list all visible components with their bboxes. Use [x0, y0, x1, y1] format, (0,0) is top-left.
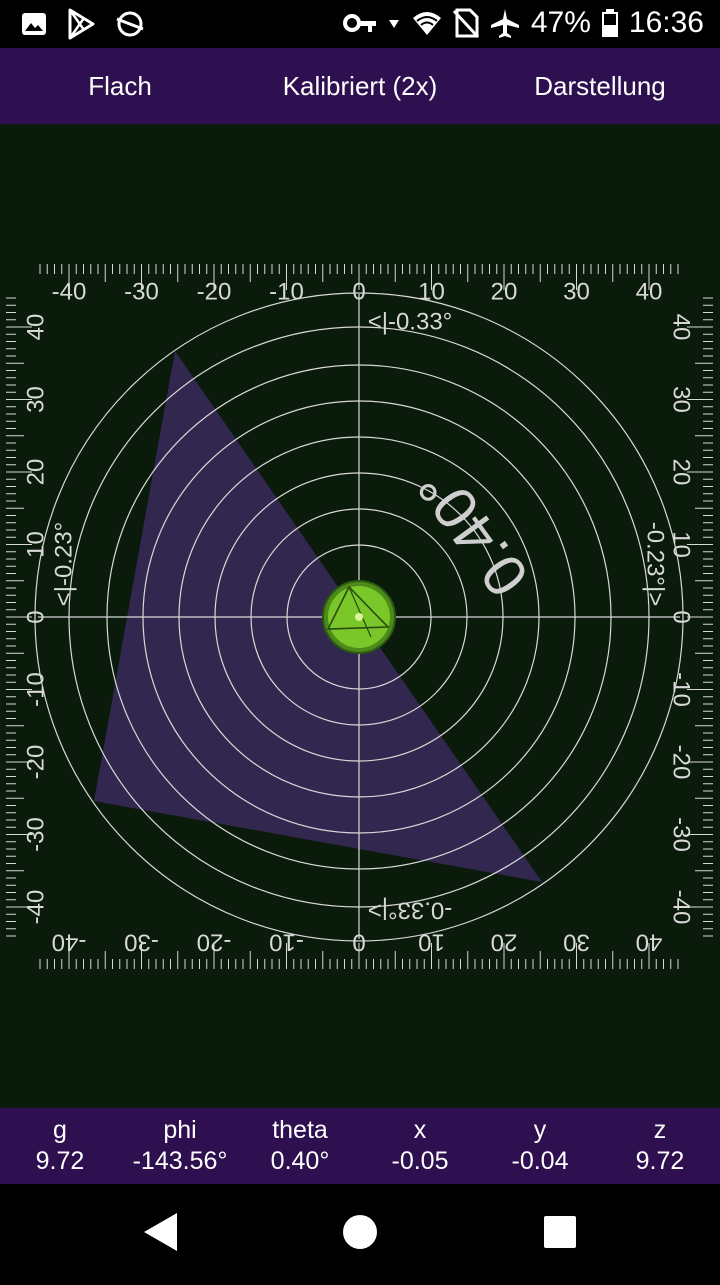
clock: 16:36: [628, 6, 704, 39]
top-toolbar: Flach Kalibriert (2x) Darstellung: [0, 48, 720, 124]
info-phi-label: phi: [163, 1116, 197, 1144]
tick-label-right: 10: [668, 531, 695, 558]
tick-label-bottom: 10: [418, 929, 445, 956]
info-x: x -0.05: [360, 1108, 480, 1184]
flat-button[interactable]: Flach: [88, 70, 152, 101]
tick-label-left: -10: [23, 672, 50, 707]
tick-label-right: 0: [668, 610, 695, 623]
play-store-icon: [68, 8, 95, 40]
info-g: g 9.72: [0, 1108, 120, 1184]
info-x-value: -0.05: [391, 1147, 449, 1175]
tick-label-right: 20: [668, 459, 695, 486]
tick-label-top: -40: [52, 279, 87, 306]
tick-label-left: 0: [23, 610, 50, 623]
info-z-value: 9.72: [635, 1147, 685, 1175]
battery-percent: 47%: [530, 6, 591, 39]
tick-label-left: 40: [23, 314, 50, 341]
level-ring: [34, 292, 684, 942]
tick-label-bottom: -20: [197, 929, 232, 956]
info-theta-label: theta: [272, 1116, 328, 1144]
bubble-line: [348, 586, 372, 638]
info-theta: theta 0.40°: [240, 1108, 360, 1184]
info-g-label: g: [53, 1116, 67, 1144]
tick-label-top: 20: [491, 279, 518, 306]
back-icon[interactable]: [144, 1213, 177, 1251]
info-y: y -0.04: [480, 1108, 600, 1184]
tick-label-top: -10: [269, 279, 304, 306]
level-view[interactable]: -40 -40 -30 -30 -20 -20 -10 -10 0 0 10 10 20 20 30 30 40…: [0, 124, 720, 1108]
info-x-label: x: [413, 1116, 427, 1144]
tick-label-top: 40: [636, 279, 663, 306]
tick-label-right: 40: [668, 314, 695, 341]
tick-label-top: -20: [197, 279, 232, 306]
tick-label-bottom: 0: [352, 929, 365, 956]
battery-icon: [601, 9, 618, 37]
tick-label-left: -20: [23, 745, 50, 780]
status-bar: 47% 16:36: [0, 0, 720, 48]
view-button[interactable]: Darstellung: [534, 70, 666, 101]
vpn-key-icon: [342, 14, 376, 32]
tick-label-top: -30: [124, 279, 159, 306]
airplane-icon: [490, 9, 519, 38]
sensor-info-bar: g 9.72 phi -143.56° theta 0.40° x -0.05 …: [0, 1108, 720, 1184]
status-left-icons: [20, 8, 146, 40]
info-phi: phi -143.56°: [120, 1108, 240, 1184]
calibrated-button[interactable]: Kalibriert (2x): [282, 70, 438, 101]
readout-right: -0.23°|>: [642, 522, 669, 607]
tick-label-bottom: -30: [124, 929, 159, 956]
tick-label-right: -10: [668, 672, 695, 707]
bubble-center: [355, 613, 363, 621]
recents-icon[interactable]: [544, 1216, 576, 1248]
sync-icon: [116, 11, 144, 37]
tick-label-left: 10: [23, 531, 50, 558]
readout-top: <|-0.33°: [368, 309, 453, 336]
gallery-icon: [22, 13, 46, 35]
tick-label-left: -30: [23, 817, 50, 852]
info-theta-value: 0.40°: [270, 1147, 330, 1175]
info-phi-value: -143.56°: [132, 1147, 228, 1175]
tick-label-bottom: 30: [563, 929, 590, 956]
tick-label-left: 30: [23, 386, 50, 413]
tick-label-top: 30: [563, 279, 590, 306]
navigation-bar: [0, 1184, 720, 1280]
tick-label-left: -40: [23, 890, 50, 925]
tick-label-bottom: 40: [636, 929, 663, 956]
tick-label-left: 20: [23, 459, 50, 486]
no-sim-icon: [452, 8, 479, 38]
tick-label-bottom: 20: [491, 929, 518, 956]
home-icon[interactable]: [343, 1215, 377, 1249]
wifi-icon: [412, 12, 441, 35]
tick-label-top: 10: [418, 279, 445, 306]
tick-label-bottom: -10: [269, 929, 304, 956]
bubble-level-canvas[interactable]: -40-40-30-30-20-20-10-100010102020303040…: [0, 124, 720, 1108]
info-z-label: z: [653, 1116, 667, 1144]
readout-bottom: -0.33°|>: [368, 897, 453, 924]
readout-left: <|-0.23°: [51, 522, 78, 607]
info-y-value: -0.04: [511, 1147, 569, 1175]
tick-label-right: 30: [668, 386, 695, 413]
tick-label-bottom: -40: [52, 929, 87, 956]
dropdown-arrow-icon: [388, 20, 399, 28]
info-z: z 9.72: [600, 1108, 720, 1184]
tick-label-right: -30: [668, 817, 695, 852]
tick-label-top: 0: [352, 279, 365, 306]
bubble-triangle: [326, 585, 390, 630]
info-g-value: 9.72: [35, 1147, 85, 1175]
status-right-icons: 47% 16:36: [342, 6, 704, 40]
tick-label-right: -20: [668, 745, 695, 780]
tick-label-right: -40: [668, 890, 695, 925]
info-y-label: y: [533, 1116, 547, 1144]
